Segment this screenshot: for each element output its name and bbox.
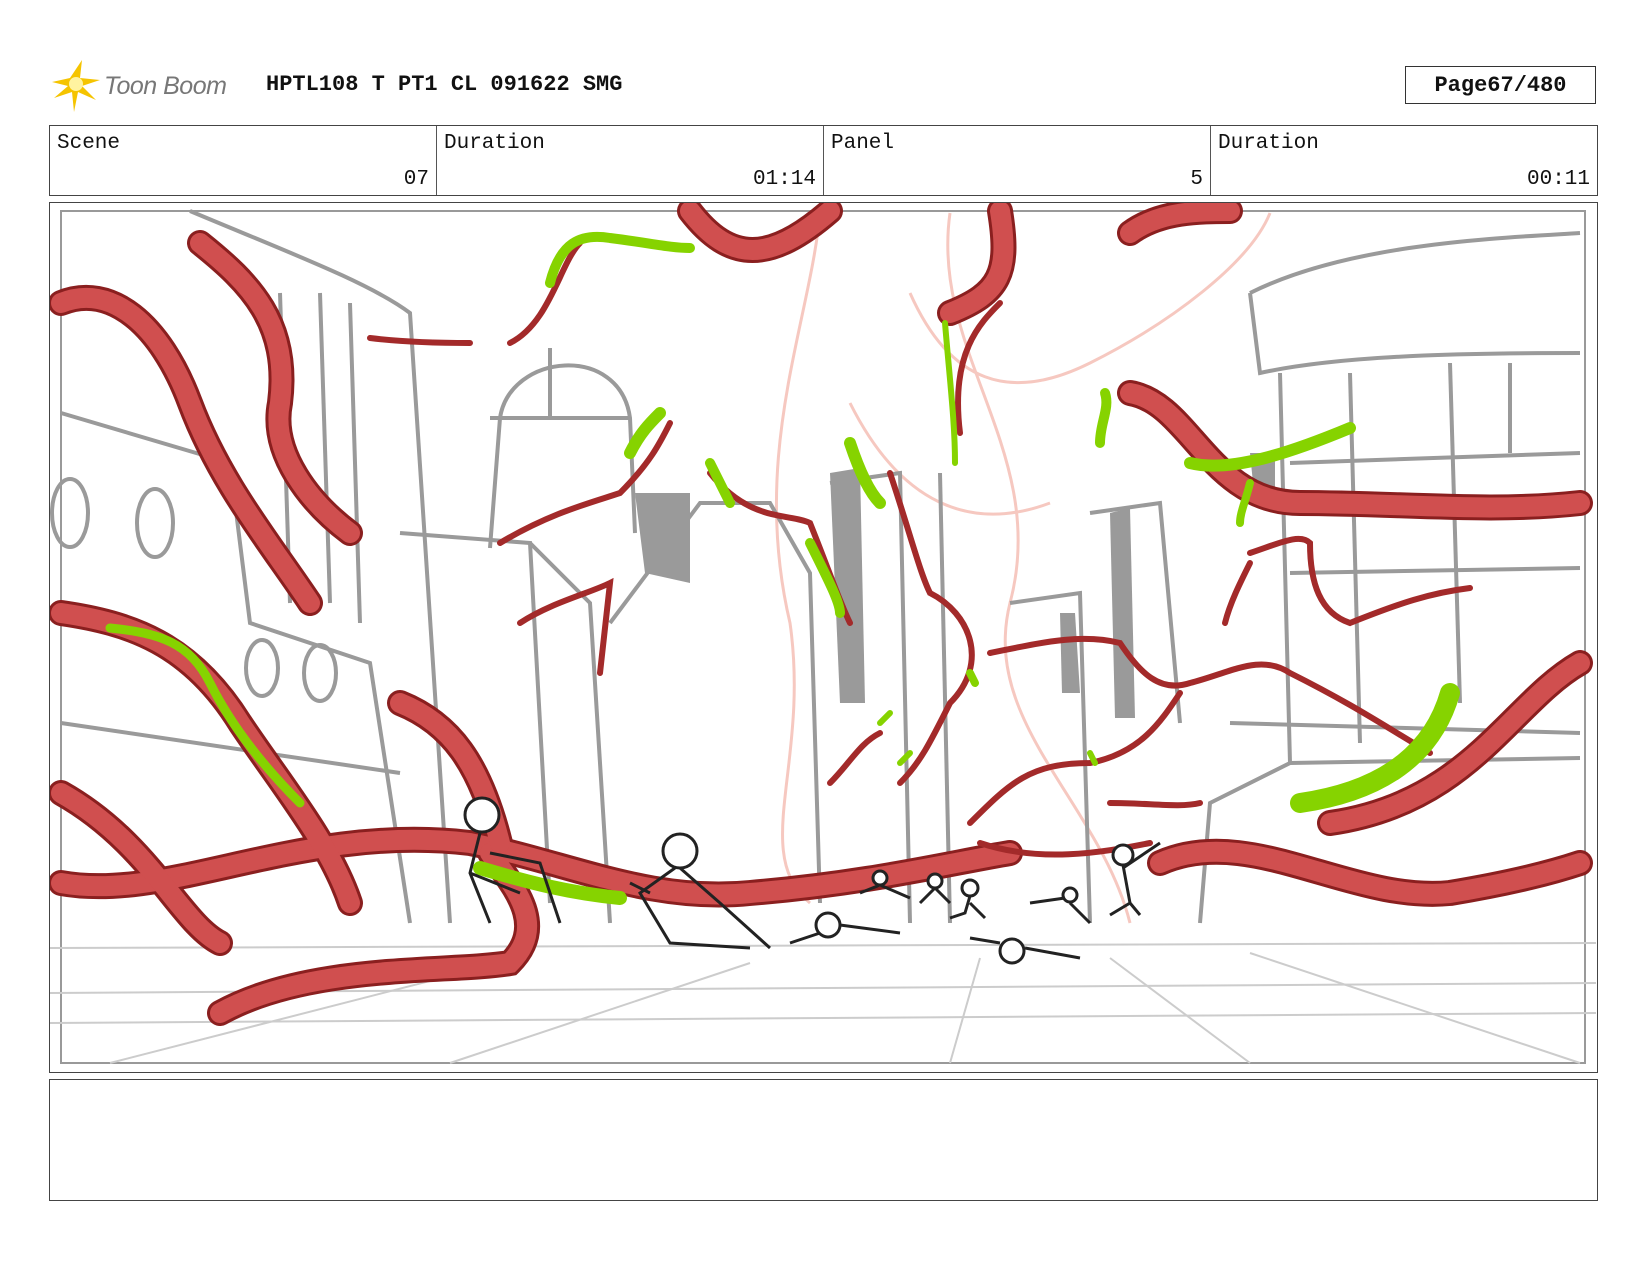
panel-cell: Panel 5 [824,126,1211,195]
starburst-icon [52,60,100,112]
panel-duration-label: Duration [1218,132,1319,155]
storyboard-panel [49,202,1598,1073]
scene-label: Scene [57,132,121,155]
page-indicator: Page 67/480 [1405,66,1596,104]
toon-boom-logo: Toon Boom [52,60,227,112]
page-value: 67/480 [1487,72,1567,98]
scene-duration-label: Duration [444,132,545,155]
scene-duration-cell: Duration 01:14 [437,126,824,195]
scene-cell: Scene 07 [50,126,437,195]
panel-label: Panel [831,132,895,155]
panel-value: 5 [1190,168,1203,191]
project-title: HPTL108 T PT1 CL 091622 SMG [266,72,623,97]
logo-text: Toon Boom [104,71,227,100]
panel-duration-value: 00:11 [1526,168,1590,191]
panel-drawing [50,203,1596,1064]
scene-value: 07 [403,168,429,191]
panel-duration-cell: Duration 00:11 [1211,126,1597,195]
caption-box [49,1079,1598,1201]
page-label: Page [1434,72,1488,98]
scene-duration-value: 01:14 [752,168,816,191]
characters [463,796,1161,965]
info-table: Scene 07 Duration 01:14 Panel 5 Duration… [49,125,1598,196]
slime [105,231,1460,905]
